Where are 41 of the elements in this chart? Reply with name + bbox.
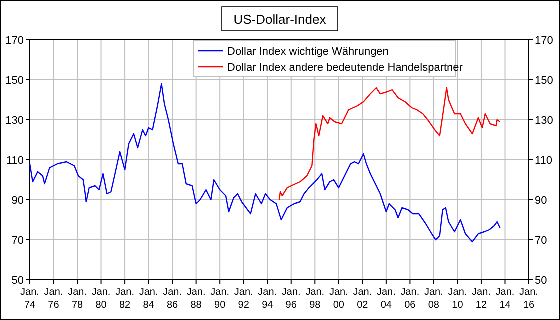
line-series (278, 87, 501, 201)
y-tick-label: 110 (6, 155, 24, 167)
x-tick-label: Jan. 06 (400, 287, 420, 311)
y-tick-label: 90 (12, 195, 24, 207)
x-tick-label: Jan. 76 (44, 287, 64, 311)
x-tick-label: Jan. 96 (282, 287, 301, 311)
x-tick-label: Jan. 00 (329, 287, 348, 311)
x-tick-label: Jan. 80 (92, 287, 111, 311)
legend-label: Dollar Index andere bedeutende Handelspartner (228, 62, 464, 74)
y-tick-label: 150 (6, 75, 24, 87)
x-tick-label: Jan. 92 (234, 287, 254, 311)
y2-tick-label: 110 (535, 155, 553, 167)
x-tick-label: Jan. 74 (20, 287, 40, 311)
x-tick-label: Jan. 14 (496, 287, 515, 311)
y-tick-label: 130 (6, 115, 24, 127)
y2-tick-label: 70 (535, 235, 548, 247)
x-tick-label: Jan. 86 (163, 287, 182, 311)
x-tick-label: Jan. 94 (258, 287, 278, 311)
y-tick-label: 70 (12, 235, 24, 247)
y2-tick-label: 170 (535, 35, 554, 47)
y2-tick-label: 90 (535, 195, 548, 207)
y2-tick-label: 150 (535, 75, 554, 87)
x-tick-label: Jan. 78 (68, 287, 87, 311)
x-tick-label: Jan. 02 (353, 287, 372, 311)
y2-tick-label: 130 (535, 115, 554, 127)
x-tick-label: Jan. 88 (186, 287, 206, 311)
y-tick-label: 50 (12, 275, 24, 287)
x-tick-label: Jan. 10 (448, 287, 468, 311)
x-tick-label: Jan. 90 (210, 287, 230, 311)
x-tick-label: Jan. 98 (306, 287, 325, 311)
x-tick-label: Jan. 82 (116, 287, 135, 311)
x-tick-label: Jan. 16 (520, 287, 538, 311)
x-tick-label: Jan. 04 (376, 287, 396, 311)
x-tick-label: Jan. 08 (424, 287, 444, 311)
x-tick-label: Jan. 84 (139, 287, 158, 311)
line-series (29, 83, 501, 243)
y2-tick-label: 50 (535, 275, 548, 287)
y-tick-label: 170 (6, 35, 24, 47)
chart-title: US-Dollar-Index (234, 12, 327, 27)
x-tick-label: Jan. 12 (472, 287, 491, 311)
legend-label: Dollar Index wichtige Währungen (228, 46, 389, 58)
